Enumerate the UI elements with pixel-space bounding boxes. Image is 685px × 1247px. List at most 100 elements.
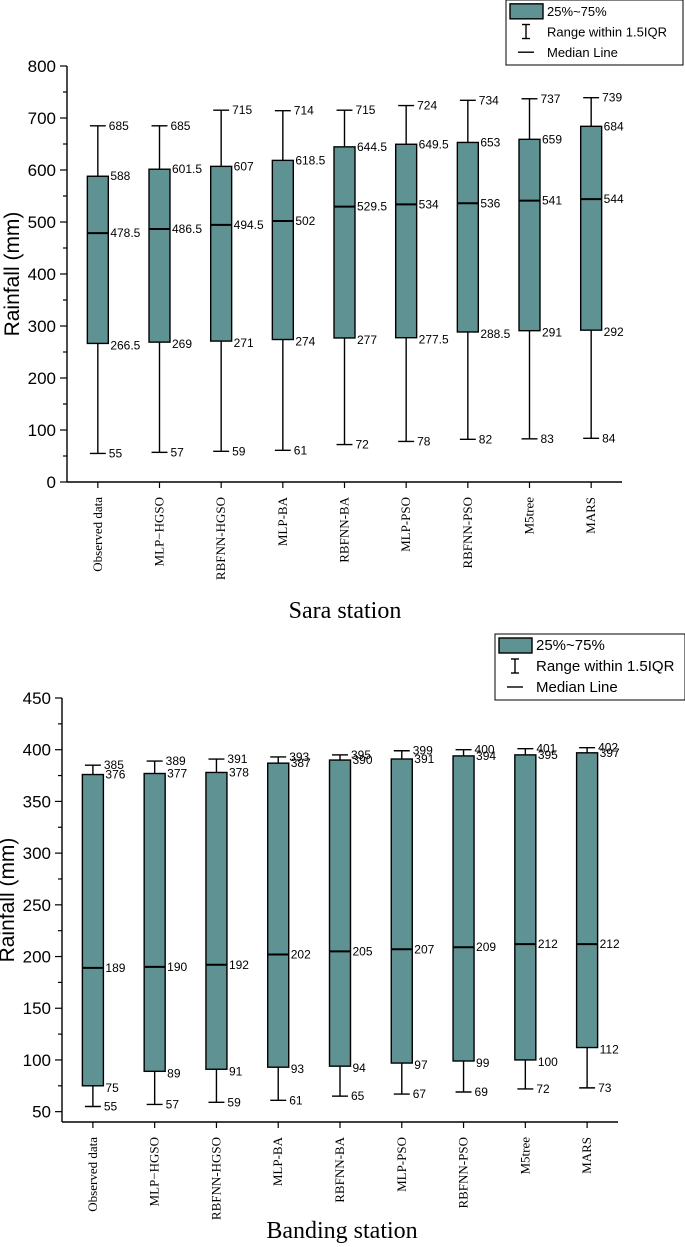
data-label-min: 55: [109, 446, 123, 460]
data-label-max: 714: [294, 104, 314, 118]
iqr-box: [333, 146, 356, 339]
data-label-q3: 397: [600, 746, 620, 760]
data-label-min: 72: [536, 1082, 550, 1096]
data-label-q3: 653: [480, 135, 500, 149]
data-label-q3: 387: [291, 756, 311, 770]
data-label-q1: 91: [229, 1064, 243, 1078]
data-label-max: 389: [166, 754, 186, 768]
iqr-box: [271, 159, 295, 341]
x-tick-label: RBFNN-HGSO: [213, 497, 228, 580]
y-tick-label: 0: [47, 473, 56, 492]
data-label-median: 207: [414, 942, 434, 956]
y-tick-label: 400: [28, 265, 56, 284]
data-label-q1: 291: [542, 326, 562, 340]
data-label-max: 395: [351, 748, 371, 762]
data-label-max: 391: [227, 752, 247, 766]
legend-frame: [494, 633, 685, 701]
data-label-median: 202: [291, 947, 311, 961]
iqr-box: [205, 771, 228, 1070]
y-tick-label: 300: [23, 844, 51, 863]
data-label-q3: 390: [353, 753, 373, 767]
y-tick-label: 50: [32, 1103, 51, 1122]
x-tick-label: MLP-PSO: [394, 1137, 409, 1192]
data-label-min: 83: [540, 432, 554, 446]
iqr-box: [579, 125, 603, 331]
chart-1: 50 100 150 200 250 300 350 400 450 Observed data M…: [0, 633, 685, 1244]
data-label-q1: 94: [353, 1061, 367, 1075]
data-label-median: 529.5: [357, 200, 387, 214]
data-label-median: 534: [419, 197, 439, 211]
data-label-median: 189: [105, 961, 125, 975]
data-label-median: 192: [229, 958, 249, 972]
data-label-max: 399: [413, 744, 433, 758]
data-label-q3: 588: [110, 169, 130, 183]
data-label-q3: 644.5: [357, 140, 387, 154]
iqr-box: [86, 175, 110, 345]
y-tick-label: 500: [28, 213, 56, 232]
data-label-max: 734: [479, 93, 499, 107]
y-tick-label: 700: [28, 109, 56, 128]
y-tick-label: 300: [28, 317, 56, 336]
data-label-median: 212: [600, 937, 620, 951]
x-tick-label: RBFNN-BA: [337, 496, 352, 562]
data-label-q3: 618.5: [295, 153, 325, 167]
y-tick-label: 200: [28, 369, 56, 388]
x-tick-label: RBFNN-PSO: [456, 1137, 471, 1209]
data-label-max: 402: [598, 741, 618, 755]
data-label-max: 685: [109, 119, 129, 133]
data-label-max: 715: [355, 103, 375, 117]
data-label-q1: 288.5: [480, 327, 510, 341]
data-label-q3: 391: [414, 752, 434, 766]
data-label-q1: 274: [295, 335, 315, 349]
x-tick-label: MLP−HGSO: [147, 1137, 162, 1206]
data-label-median: 536: [480, 196, 500, 210]
x-tick-label: Observed data: [90, 497, 105, 572]
data-label-q3: 684: [604, 119, 624, 133]
iqr-box: [81, 773, 105, 1087]
data-label-median: 541: [542, 194, 562, 208]
data-label-median: 209: [476, 940, 496, 954]
data-label-min: 61: [294, 443, 308, 457]
y-tick-label: 450: [23, 689, 51, 708]
x-tick-label: M5tree: [522, 497, 537, 535]
data-label-q1: 266.5: [110, 338, 140, 352]
legend-label: Range within 1.5IQR: [536, 658, 675, 675]
data-label-max: 400: [475, 743, 495, 757]
data-label-q3: 659: [542, 132, 562, 146]
chart-0: 0 100 200 300 400 500 600 700 800 Observed data ML…: [1, 0, 684, 624]
x-tick-label: MLP-BA: [275, 496, 290, 546]
data-label-q1: 100: [538, 1055, 558, 1069]
y-axis-label: Rainfall (mm): [1, 212, 24, 337]
iqr-box: [518, 138, 541, 332]
data-label-q3: 378: [229, 765, 249, 779]
legend-label: Median Line: [536, 679, 618, 696]
y-tick-label: 600: [28, 161, 56, 180]
legend: 25%~75% Range within 1.5IQR Median Line: [505, 0, 684, 66]
iqr-box: [267, 762, 290, 1068]
data-label-median: 494.5: [234, 218, 264, 232]
x-tick-label: Observed data: [85, 1137, 100, 1212]
x-tick-label: MARS: [579, 1137, 594, 1174]
data-label-max: 393: [289, 750, 309, 764]
data-label-min: 57: [170, 445, 184, 459]
data-label-q1: 271: [234, 336, 254, 350]
data-label-q3: 394: [476, 749, 496, 763]
data-label-q1: 277.5: [419, 333, 449, 347]
data-label-q3: 377: [167, 766, 187, 780]
x-tick-label: RBFNN-HGSO: [208, 1137, 223, 1220]
data-label-max: 685: [170, 119, 190, 133]
iqr-box: [390, 758, 413, 1064]
x-tick-label: RBFNN-BA: [332, 1136, 347, 1202]
iqr-box: [148, 168, 171, 343]
data-label-q1: 93: [291, 1062, 305, 1076]
data-label-max: 385: [104, 758, 124, 772]
data-label-max: 739: [602, 91, 622, 105]
data-label-min: 67: [413, 1087, 427, 1101]
data-label-max: 401: [536, 742, 556, 756]
chart-title: Sara station: [289, 598, 402, 624]
legend-box-swatch: [509, 3, 544, 20]
data-label-min: 55: [104, 1099, 118, 1113]
legend-label: Median Line: [547, 45, 618, 60]
data-label-q3: 376: [105, 768, 125, 782]
